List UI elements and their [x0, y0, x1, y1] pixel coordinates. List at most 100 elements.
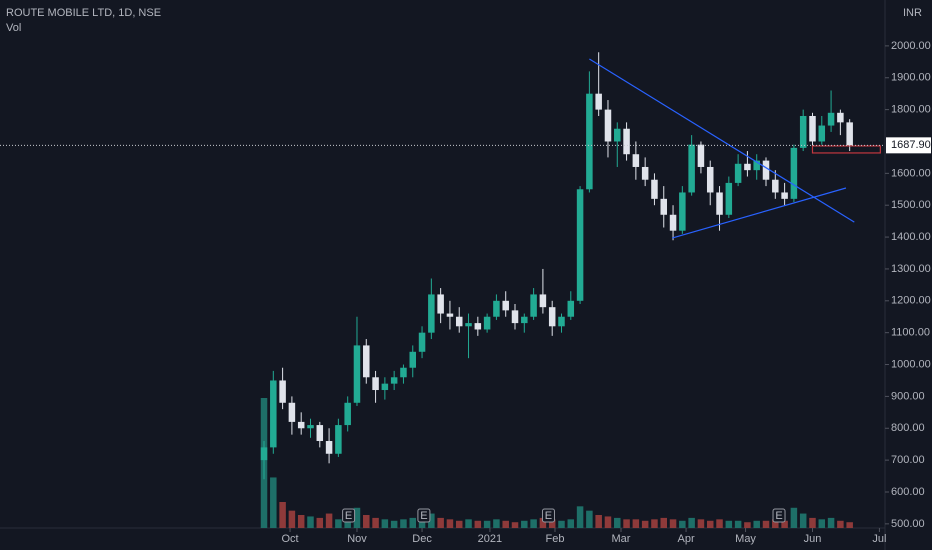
volume-bar: [502, 520, 509, 528]
candle-body: [307, 425, 314, 429]
volume-bar: [660, 517, 668, 528]
candle-body: [846, 122, 853, 146]
y-tick-label: 800.00: [891, 422, 925, 434]
volume-bar: [335, 519, 342, 528]
candle-body: [725, 182, 733, 215]
volume-bar: [576, 506, 584, 528]
chart-title: ROUTE MOBILE LTD, 1D, NSE: [6, 7, 161, 19]
event-label: E: [420, 510, 427, 522]
candle-body: [772, 179, 779, 193]
candle-body: [353, 345, 361, 403]
candle-body: [437, 294, 444, 314]
candle-body: [753, 160, 760, 171]
zone: [811, 145, 881, 154]
volume-bar: [688, 517, 695, 528]
y-tick-label: 900.00: [891, 390, 925, 402]
volume-bar: [846, 522, 853, 528]
candle-body: [279, 380, 286, 403]
volume-bar: [595, 515, 602, 528]
candle-body: [502, 300, 509, 311]
volume-bar: [837, 520, 844, 528]
candle-body: [465, 323, 472, 327]
volume-bar: [363, 515, 370, 528]
candle-body: [614, 128, 621, 142]
volume-bar: [521, 520, 528, 528]
candle-body: [530, 294, 537, 317]
candle-body: [716, 192, 723, 215]
candle-body: [576, 189, 584, 301]
volume-label: Vol: [6, 22, 21, 34]
volume-bar: [437, 517, 444, 528]
currency: INR: [903, 7, 922, 19]
volume-bar: [725, 520, 733, 528]
volume-bar: [669, 519, 677, 528]
candle-body: [400, 367, 407, 378]
volume-bar: [493, 519, 500, 528]
x-tick-label: May: [735, 533, 756, 545]
candle-body: [660, 198, 668, 215]
volume-bar: [279, 502, 286, 528]
candle-body: [428, 294, 435, 333]
volume-bar: [390, 520, 398, 528]
price-axis: [885, 0, 932, 550]
volume-bar: [799, 513, 807, 528]
volume-bar: [558, 520, 565, 528]
candle-body: [781, 192, 788, 199]
volume-bar: [734, 520, 742, 528]
x-tick-label: Dec: [412, 533, 432, 545]
y-tick-label: 500.00: [891, 518, 925, 530]
candle-body: [483, 316, 491, 330]
x-tick-label: 2021: [478, 533, 502, 545]
candle-body: [511, 310, 519, 324]
candle-body: [762, 160, 770, 180]
candle-body: [390, 377, 398, 384]
candle-body: [297, 421, 305, 429]
last-price-box: [886, 137, 931, 154]
volume-bar: [790, 507, 798, 528]
volume-bar: [483, 520, 491, 528]
event-marker: [541, 508, 555, 523]
candle-body: [818, 125, 826, 142]
y-tick-label: 1200.00: [891, 295, 931, 307]
volume-bar: [827, 517, 835, 528]
candle-body: [790, 147, 798, 199]
candle-body: [651, 179, 658, 199]
volume-bar: [632, 519, 640, 528]
volume-bar: [539, 517, 547, 528]
volume-bar: [455, 520, 463, 528]
x-tick-label: Oct: [281, 533, 298, 545]
volume-bar: [307, 516, 314, 528]
x-tick-label: Apr: [677, 533, 694, 545]
candle-body: [455, 316, 463, 327]
candle-body: [827, 112, 835, 126]
candle-body: [325, 441, 333, 454]
candle-body: [446, 313, 454, 317]
volume-bar: [316, 517, 324, 528]
event-marker: [772, 508, 786, 523]
volume-bar: [409, 517, 417, 528]
volume-bar: [567, 519, 575, 528]
candle-body: [335, 425, 342, 454]
candle-body: [363, 345, 370, 378]
volume-bar: [818, 519, 826, 528]
volume-bar: [651, 519, 658, 528]
event-label: E: [775, 510, 782, 522]
x-tick-label: Mar: [612, 533, 631, 545]
candle-body: [604, 109, 612, 142]
candle-body: [372, 377, 379, 391]
candle-body: [567, 300, 575, 317]
volume-bar: [474, 520, 482, 528]
event-label: E: [545, 510, 552, 522]
volume-bar: [753, 520, 760, 528]
candle-body: [837, 112, 844, 123]
candle-body: [799, 115, 807, 148]
candle-body: [744, 163, 751, 171]
candle-body: [669, 214, 677, 231]
candle-body: [409, 351, 417, 368]
volume-bar: [809, 517, 816, 528]
volume-bar: [270, 477, 277, 528]
candle-body: [679, 192, 686, 231]
event-label: E: [345, 510, 352, 522]
event-marker: [342, 508, 356, 523]
